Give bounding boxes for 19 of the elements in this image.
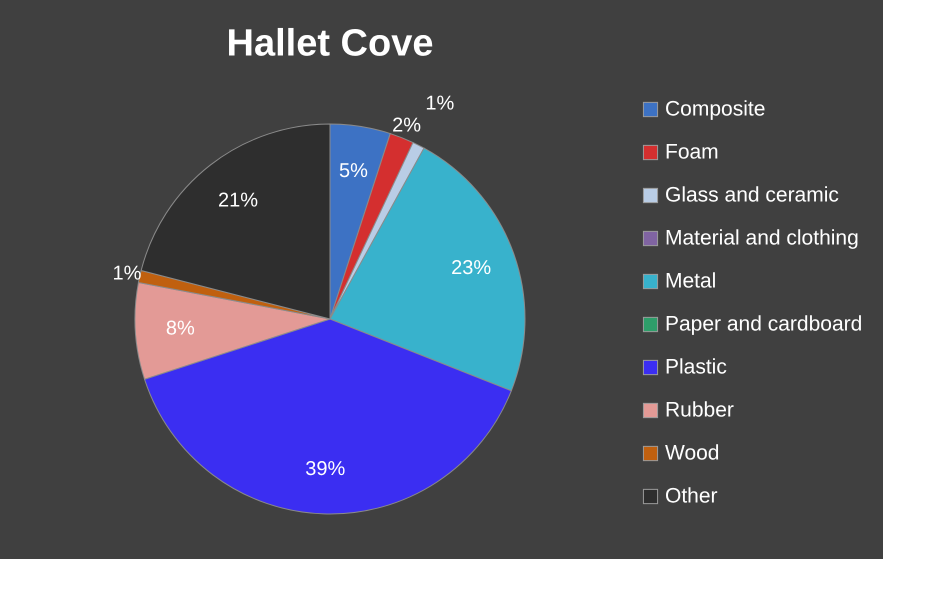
data-label: 39% xyxy=(305,458,346,480)
legend-label: Glass and ceramic xyxy=(665,184,839,206)
legend-label: Plastic xyxy=(665,356,727,378)
chart-title: Hallet Cove xyxy=(226,22,434,64)
data-label: 5% xyxy=(339,160,368,182)
data-label: 1% xyxy=(112,262,142,285)
legend-label: Metal xyxy=(665,270,716,292)
legend-label: Paper and cardboard xyxy=(665,312,862,336)
legend-label: Composite xyxy=(665,98,766,120)
legend-label: Other xyxy=(665,484,718,508)
data-label: 2% xyxy=(392,114,422,137)
legend-label: Rubber xyxy=(665,398,734,422)
data-label: 8% xyxy=(166,317,195,340)
data-label: 1% xyxy=(425,92,455,114)
legend-label: Wood xyxy=(665,442,720,464)
data-label: 23% xyxy=(451,257,492,280)
legend-label: Material and clothing xyxy=(665,226,859,250)
legend-label: Foam xyxy=(665,140,719,164)
data-label: 21% xyxy=(218,189,258,212)
